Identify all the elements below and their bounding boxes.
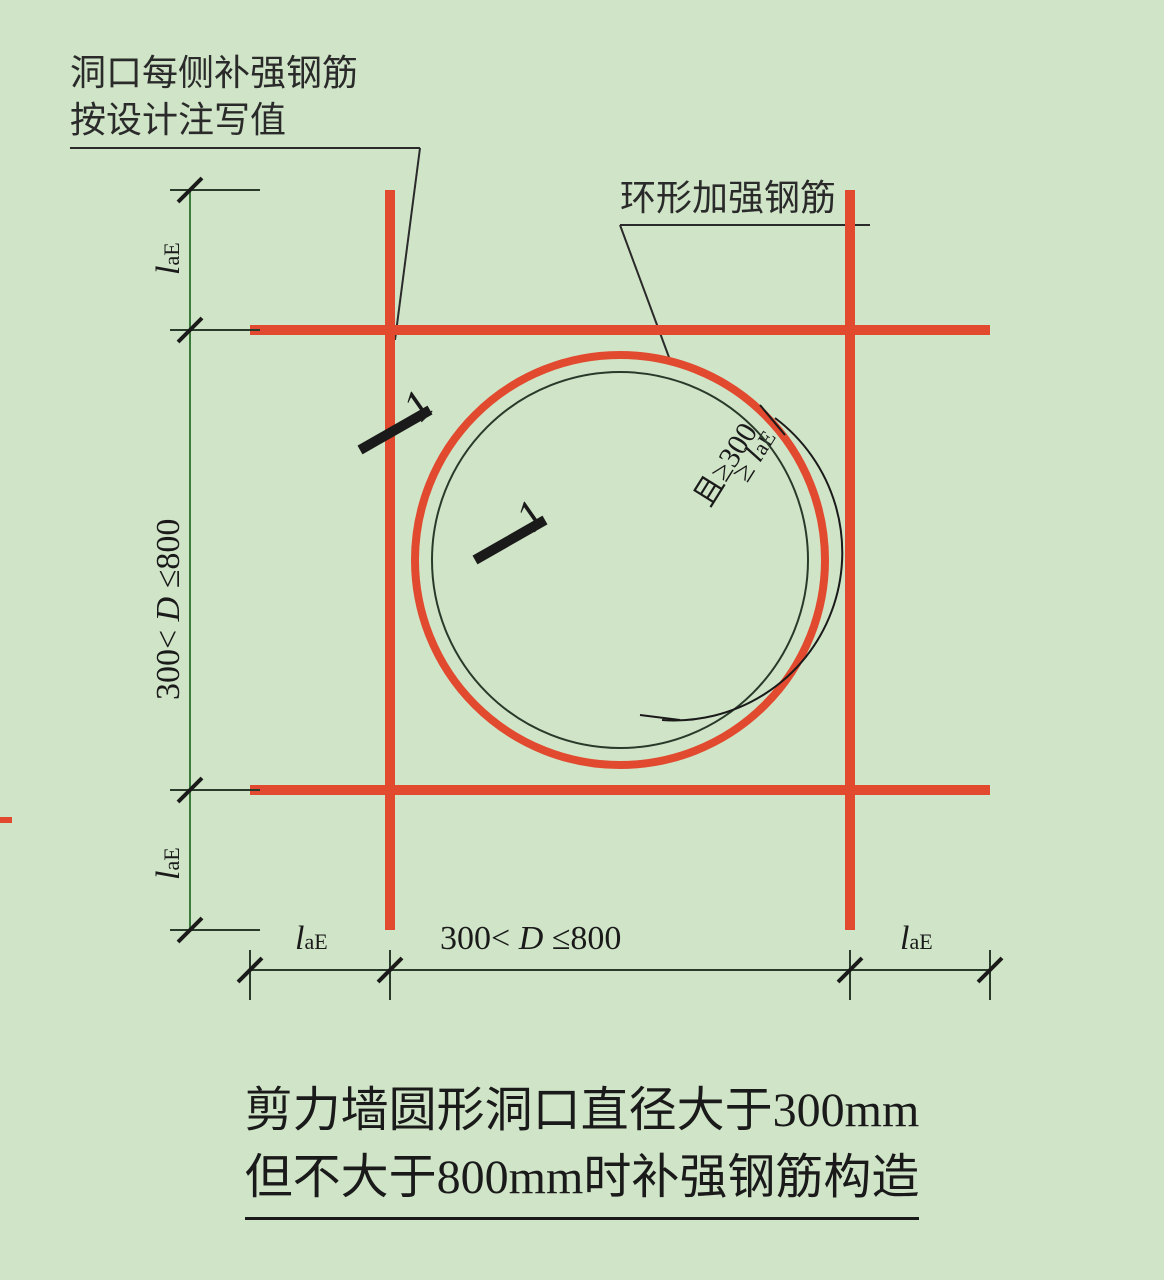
dim-chain-bottom <box>238 950 1002 1000</box>
rebar-grid <box>250 190 990 930</box>
dim-chain-left <box>170 178 260 942</box>
opening-outline <box>432 372 808 748</box>
arc-dim-ticks <box>640 405 842 720</box>
diagram-svg <box>0 0 1164 1280</box>
ring-overlap-shade <box>500 363 790 470</box>
leader-each-side <box>70 148 420 340</box>
leader-ring <box>620 225 870 360</box>
